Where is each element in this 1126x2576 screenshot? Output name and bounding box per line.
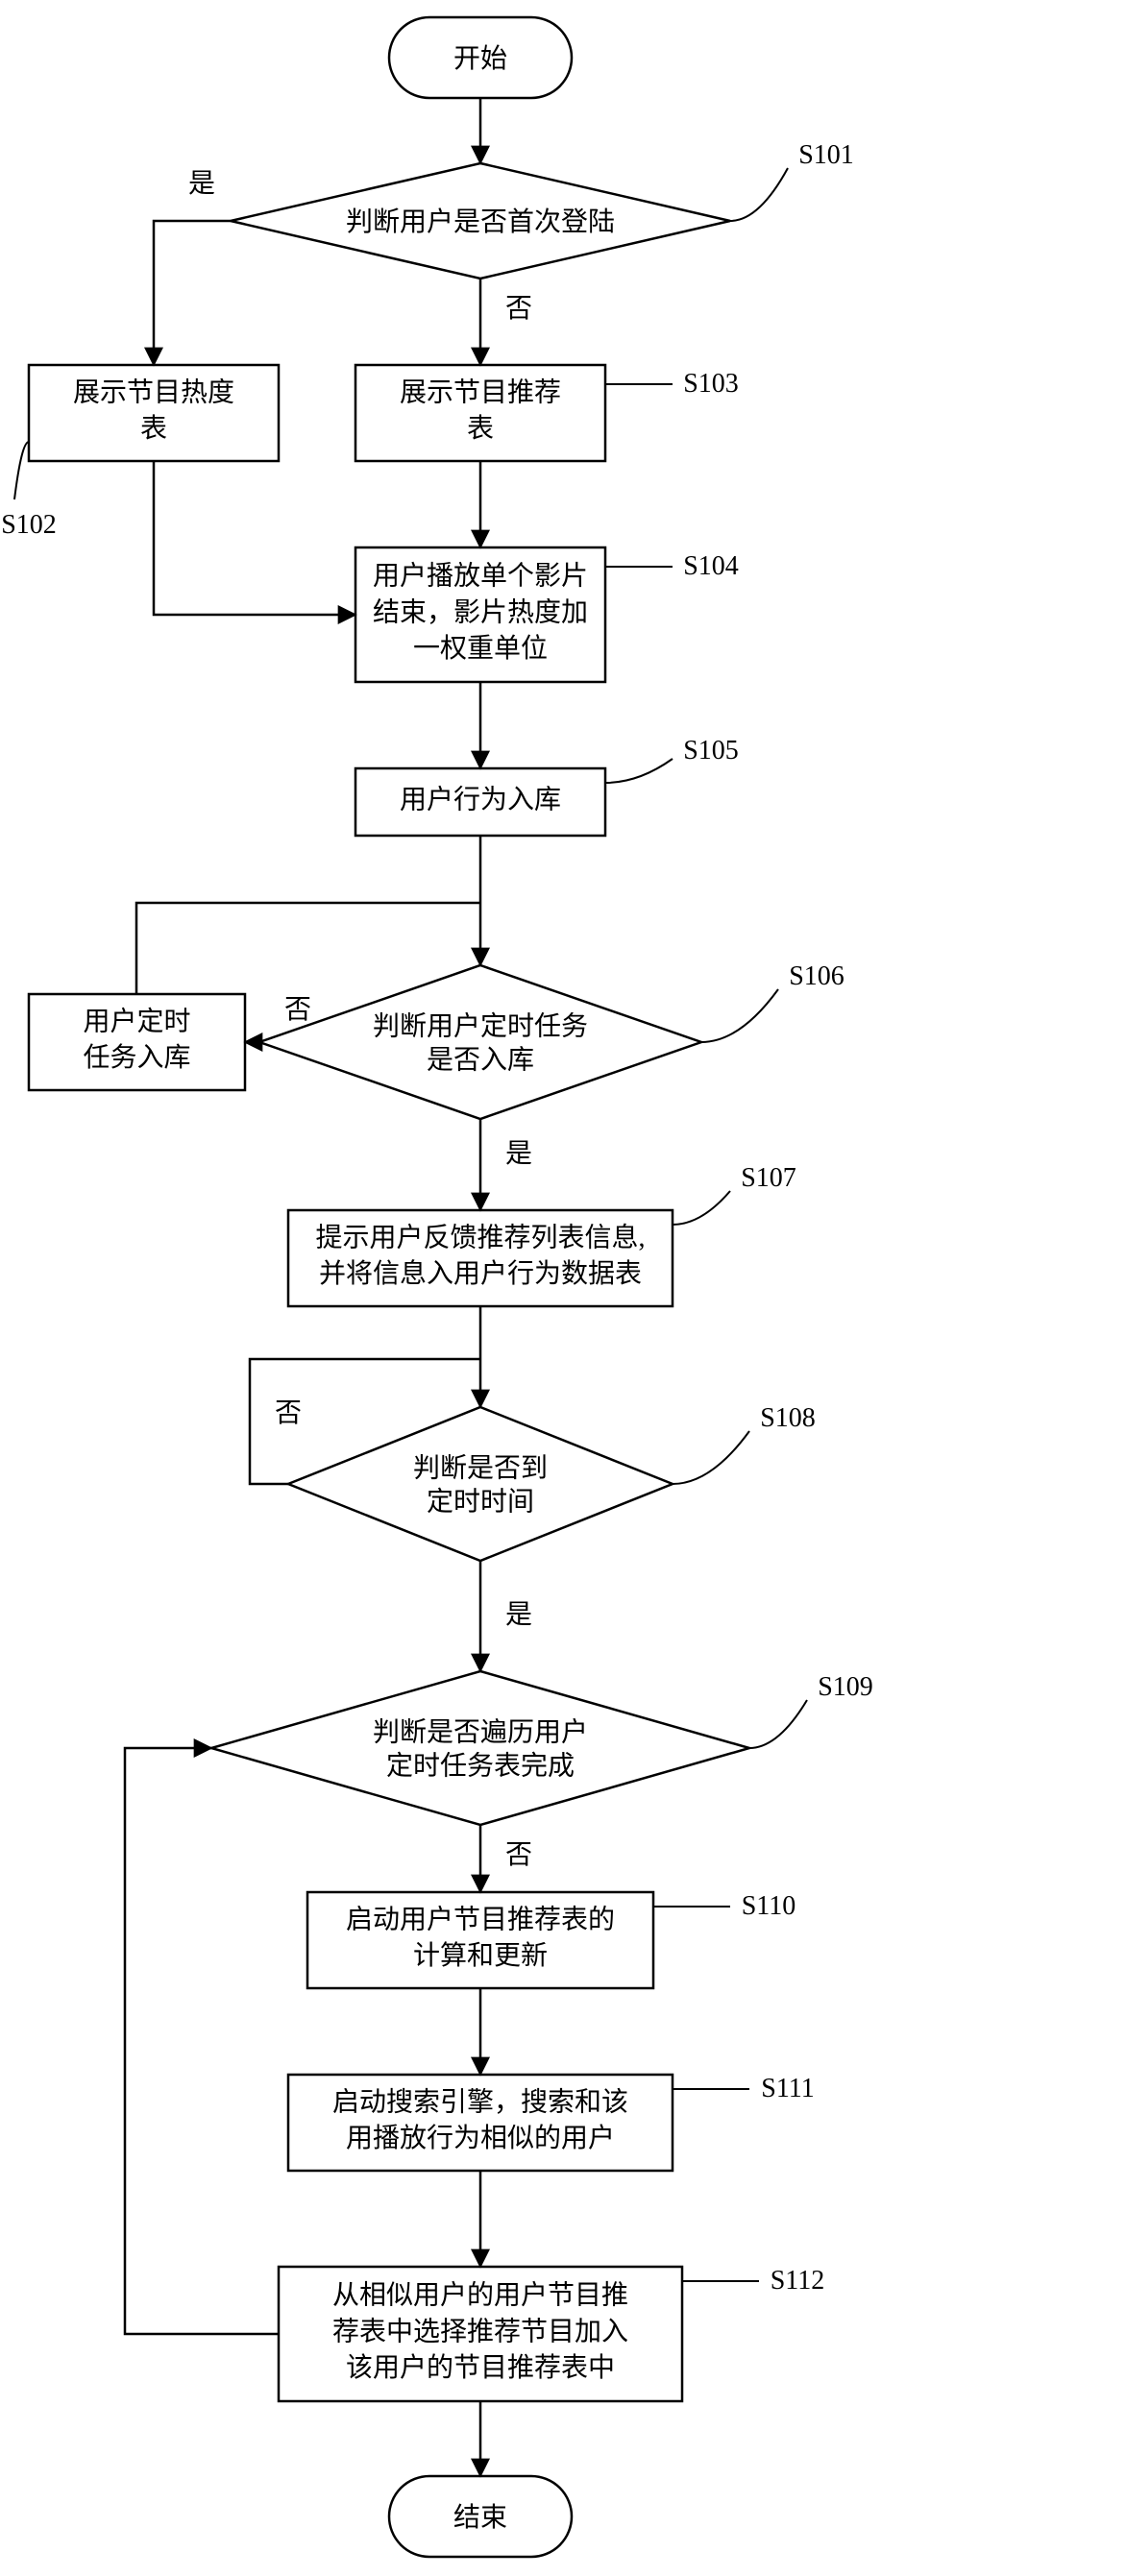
edge-12-label: 是 xyxy=(505,1600,532,1630)
box-s104-line0: 用户播放单个影片 xyxy=(373,561,588,592)
box-s112-line0: 从相似用户的用户节目推 xyxy=(332,2280,628,2311)
box-s110-line1: 计算和更新 xyxy=(413,1940,548,1971)
diamond-s106: 判断用户定时任务是否入库 xyxy=(259,965,701,1119)
box-s107: 提示用户反馈推荐列表信息, 并将信息入用户行为数据表 xyxy=(288,1210,673,1306)
edge-8 xyxy=(136,903,480,994)
label-s111-text: S111 xyxy=(761,2074,815,2103)
edge-1-label: 是 xyxy=(188,169,215,199)
box-s106b-line0: 用户定时 xyxy=(83,1006,190,1036)
box-s102-line1: 表 xyxy=(140,413,167,444)
end-terminator: 结束 xyxy=(389,2476,572,2557)
box-s102-line0: 展示节目热度 xyxy=(73,377,234,407)
label-s106-text: S106 xyxy=(789,961,844,991)
box-s105-line0: 用户行为入库 xyxy=(400,784,561,814)
edge-13-label: 否 xyxy=(505,1840,532,1870)
edge-7-label: 否 xyxy=(284,995,311,1025)
box-s110-line0: 启动用户节目推荐表的 xyxy=(346,1904,615,1934)
edge-1: 是 xyxy=(154,169,231,365)
diamond-s101-line0: 判断用户是否首次登陆 xyxy=(346,207,615,237)
diamond-s108-line1: 定时时间 xyxy=(427,1486,534,1517)
label-s107-text: S107 xyxy=(741,1163,796,1193)
start-terminator: 开始 xyxy=(389,17,572,98)
label-s107: S107 xyxy=(673,1163,796,1225)
box-s102: 展示节目热度表 xyxy=(29,365,279,461)
box-s103-line0: 展示节目推荐 xyxy=(400,377,561,407)
label-s109: S109 xyxy=(749,1672,873,1748)
box-s103: 展示节目推荐表 xyxy=(355,365,605,461)
diamond-s109-line0: 判断是否遍历用户 xyxy=(373,1716,588,1747)
box-s106b: 用户定时任务入库 xyxy=(29,994,245,1090)
label-s108: S108 xyxy=(673,1403,816,1484)
box-s105: 用户行为入库 xyxy=(355,768,605,836)
edge-12: 是 xyxy=(480,1561,532,1671)
label-s111: S111 xyxy=(673,2074,815,2103)
box-s111-line1: 用播放行为相似的用户 xyxy=(346,2123,615,2153)
label-s101-text: S101 xyxy=(798,140,854,170)
label-s105-text: S105 xyxy=(683,736,739,766)
box-s104: 用户播放单个影片结束，影片热度加一权重单位 xyxy=(355,547,605,682)
box-s111: 启动搜索引擎，搜索和该用播放行为相似的用户 xyxy=(288,2075,673,2171)
box-s104-line1: 结束，影片热度加 xyxy=(373,596,588,627)
label-s110: S110 xyxy=(653,1891,796,1921)
edge-17 xyxy=(125,1748,279,2334)
diamond-s101: 判断用户是否首次登陆 xyxy=(231,163,730,279)
edge-9: 是 xyxy=(480,1119,532,1210)
edge-9-label: 是 xyxy=(505,1139,532,1169)
edge-11-label: 否 xyxy=(275,1398,302,1428)
label-s112: S112 xyxy=(682,2266,824,2296)
end-terminator-text: 结束 xyxy=(453,2502,507,2533)
label-s103-text: S103 xyxy=(683,369,739,399)
diamond-s108: 判断是否到定时时间 xyxy=(288,1407,673,1561)
label-s112-text: S112 xyxy=(771,2266,825,2296)
edge-13: 否 xyxy=(480,1825,532,1892)
diamond-s109: 判断是否遍历用户定时任务表完成 xyxy=(211,1671,749,1825)
diamond-s106-line0: 判断用户定时任务 xyxy=(373,1010,588,1041)
label-s106: S106 xyxy=(701,961,844,1042)
start-terminator-text: 开始 xyxy=(453,43,507,74)
label-s101: S101 xyxy=(730,140,854,221)
edge-4 xyxy=(154,461,355,615)
box-s103-line1: 表 xyxy=(467,413,494,444)
box-s107-line0: 提示用户反馈推荐列表信息, xyxy=(315,1222,645,1252)
label-s104-text: S104 xyxy=(683,551,739,581)
box-s111-line0: 启动搜索引擎，搜索和该 xyxy=(332,2086,628,2117)
diamond-s109-line1: 定时任务表完成 xyxy=(386,1750,575,1781)
label-s109-text: S109 xyxy=(818,1672,873,1702)
diamond-s106-line1: 是否入库 xyxy=(427,1044,534,1075)
label-s105: S105 xyxy=(605,736,739,783)
diamond-s108-line0: 判断是否到 xyxy=(413,1452,548,1483)
label-s103: S103 xyxy=(605,369,739,399)
label-s102-text: S102 xyxy=(1,510,57,540)
label-s104: S104 xyxy=(605,551,739,581)
label-s108-text: S108 xyxy=(760,1403,816,1433)
box-s112-line2: 该用户的节目推荐表中 xyxy=(346,2352,615,2383)
box-s107-line1: 并将信息入用户行为数据表 xyxy=(319,1258,642,1289)
edge-2-label: 否 xyxy=(505,294,532,324)
label-s110-text: S110 xyxy=(742,1891,796,1921)
box-s112: 从相似用户的用户节目推荐表中选择推荐节目加入该用户的节目推荐表中 xyxy=(279,2267,682,2401)
box-s112-line1: 荐表中选择推荐节目加入 xyxy=(332,2316,628,2346)
box-s110: 启动用户节目推荐表的计算和更新 xyxy=(307,1892,653,1988)
box-s106b-line1: 任务入库 xyxy=(83,1042,190,1073)
edge-2: 否 xyxy=(480,279,532,365)
box-s104-line2: 一权重单位 xyxy=(413,633,548,664)
